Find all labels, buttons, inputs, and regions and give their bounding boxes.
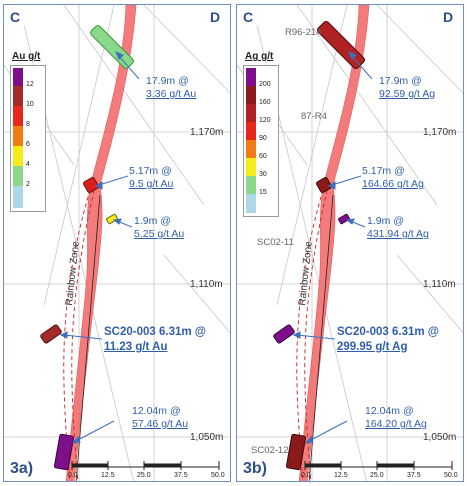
intercept-annotation: 5.17m @ 164.66 g/t Ag: [362, 165, 424, 191]
elevation-label: 1,170m: [190, 127, 224, 138]
drillhole-label: R96-214: [285, 27, 322, 38]
elevation-label: 1,110m: [190, 279, 223, 290]
intercept-length: 5.17m @: [362, 165, 405, 177]
scale-label: 25.0: [370, 472, 384, 479]
legend-swatch: [13, 166, 23, 186]
elevation-label: 1,050m: [190, 432, 224, 443]
intercept-grade: 431.94 g/t Ag: [367, 228, 429, 240]
legend-title: Ag g/t: [245, 51, 274, 62]
scale-label: 37.5: [174, 472, 188, 479]
legend-tick: 200: [259, 81, 271, 88]
elevation-label: 1,170m: [423, 127, 457, 138]
intercept-annotation: 5.17m @ 9.5 g/t Au: [129, 165, 173, 191]
intercept-length: 17.9m @: [379, 75, 422, 87]
intercept-annotation: 12.04m @ 164.20 g/t Ag: [365, 405, 427, 431]
scale-label: 0.0: [68, 472, 78, 479]
intercept-grade: 164.66 g/t Ag: [362, 178, 424, 190]
legend-swatch: [13, 186, 23, 208]
intercept-grade: 5.25 g/t Au: [134, 228, 185, 240]
legend-swatch: [13, 146, 23, 166]
legend-swatch: [13, 106, 23, 126]
intercept-length: 17.9m @: [146, 75, 189, 87]
legend-tick: 120: [259, 117, 271, 124]
intercept-length: SC20-003 6.31m @: [337, 326, 439, 338]
intercept-length: SC20-003 6.31m @: [104, 326, 206, 338]
intercept-annotation: 17.9m @ 92.59 g/t Ag: [379, 75, 435, 101]
scale-label: 25.0: [137, 472, 151, 479]
intercept-length: 1.9m @: [367, 215, 404, 227]
intercept-grade: 3.36 g/t Au: [146, 88, 197, 100]
intercept-length: 12.04m @: [365, 405, 414, 417]
intercept-grade: 9.5 g/t Au: [129, 178, 174, 190]
intercept-annotation: 1.9m @ 431.94 g/t Ag: [367, 215, 429, 241]
intercept-annotation: 17.9m @ 3.36 g/t Au: [146, 75, 196, 101]
legend-swatch: [13, 68, 23, 86]
drillhole-label: 87-R4: [301, 111, 327, 122]
legend-swatch: [246, 86, 256, 104]
legend-tick: 4: [26, 161, 30, 168]
legend-swatch: [246, 140, 256, 158]
drillhole-label: SC02-12: [251, 445, 289, 456]
elevation-label: 1,110m: [423, 279, 456, 290]
legend-tick: 60: [259, 153, 267, 160]
legend-tick: 8: [26, 121, 30, 128]
legend-tick: 15: [259, 189, 267, 196]
legend-swatch: [246, 158, 256, 176]
scale-label: 50.0: [444, 472, 458, 479]
legend-tick: 6: [26, 141, 30, 148]
intercept-grade: 92.59 g/t Ag: [379, 88, 436, 100]
legend-title: Au g/t: [12, 51, 41, 62]
intercept-length: 12.04m @: [132, 405, 181, 417]
legend-swatch: [246, 68, 256, 86]
legend-tick: 10: [26, 101, 34, 108]
drillhole-label: SC02-11: [257, 237, 294, 248]
legend-tick: 30: [259, 171, 267, 178]
intercept-annotation: 12.04m @ 57.46 g/t Au: [132, 405, 188, 431]
section-drawing-ag: [237, 5, 463, 481]
scale-label: 12.5: [334, 472, 348, 479]
legend-tick: 2: [26, 181, 30, 188]
grade-legend: 200 160 120 90 60 30 15: [243, 65, 279, 217]
scale-label: 12.5: [101, 472, 115, 479]
legend-swatch: [13, 86, 23, 106]
scale-label: 0.0: [301, 472, 311, 479]
scale-label: 50.0: [211, 472, 225, 479]
intercept-annotation: SC20-003 6.31m @ 299.95 g/t Ag: [337, 325, 439, 355]
legend-swatch: [246, 176, 256, 194]
legend-swatch: [246, 104, 256, 122]
legend-swatch: [246, 194, 256, 213]
figure-label: 3b): [243, 460, 267, 477]
legend-swatch: [246, 122, 256, 140]
intercept-annotation: SC20-003 6.31m @ 11.23 g/t Au: [104, 325, 206, 355]
section-panel-ag: C D Ag g/t 200 160 120 90 60 30 15 R96-2…: [236, 4, 464, 482]
legend-tick: 90: [259, 135, 267, 142]
intercept-grade: 57.46 g/t Au: [132, 418, 189, 430]
legend-tick: 12: [26, 81, 34, 88]
grade-legend: 12 10 8 6 4 2: [10, 65, 46, 212]
intercept-grade: 164.20 g/t Ag: [365, 418, 427, 430]
section-panel-au: C D Au g/t 12 10 8 6 4 2 1,170m 1,110m 1…: [3, 4, 231, 482]
section-corner-c: C: [243, 9, 254, 25]
section-corner-d: D: [210, 9, 221, 25]
intercept-annotation: 1.9m @ 5.25 g/t Au: [134, 215, 184, 241]
intercept-grade: 11.23 g/t Au: [104, 341, 168, 353]
section-corner-c: C: [10, 9, 21, 25]
intercept-grade: 299.95 g/t Ag: [337, 341, 408, 353]
elevation-label: 1,050m: [423, 432, 457, 443]
legend-swatch: [13, 126, 23, 146]
legend-tick: 160: [259, 99, 271, 106]
intercept-length: 5.17m @: [129, 165, 172, 177]
section-corner-d: D: [443, 9, 454, 25]
scale-label: 37.5: [407, 472, 421, 479]
figure-label: 3a): [10, 460, 34, 477]
intercept-length: 1.9m @: [134, 215, 171, 227]
